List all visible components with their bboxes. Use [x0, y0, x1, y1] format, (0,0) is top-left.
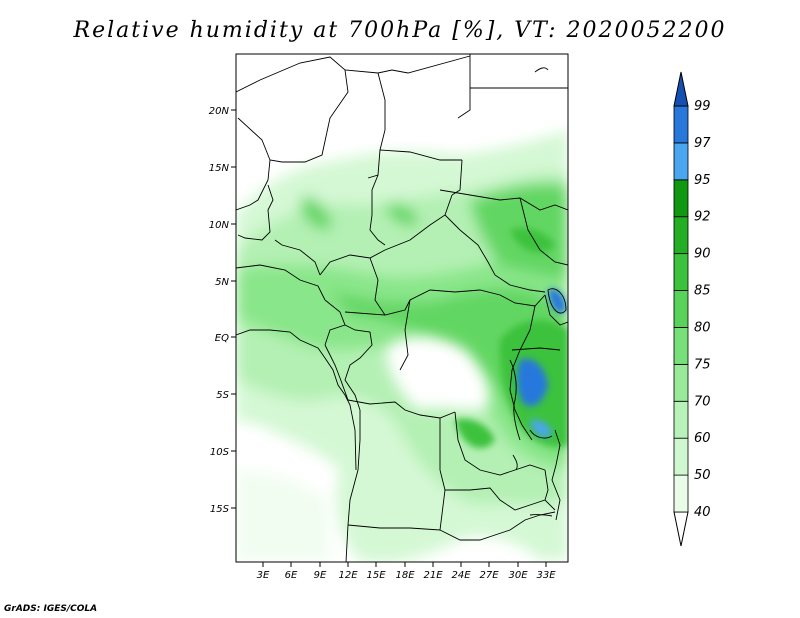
lat-tick-label: 20N [209, 106, 230, 117]
colorbar-segment [673, 474, 689, 513]
lon-tick-label: 18E [395, 570, 415, 581]
humidity-map: 3E 6E 9E 12E 15E 18E 21E 24E 27E 30E 33E… [209, 53, 711, 581]
colorbar-segment [673, 400, 689, 439]
colorbar-low-triangle [673, 511, 689, 547]
latitude-ticks [231, 109, 236, 509]
colorbar-segment [673, 437, 689, 476]
colorbar-segment [673, 179, 689, 218]
lat-tick-label: 15N [209, 163, 230, 174]
lat-tick-label: 5N [215, 277, 229, 288]
lon-tick-label: 12E [338, 570, 358, 581]
colorbar-label: 75 [694, 357, 711, 372]
lat-tick-label: 15S [210, 504, 230, 515]
colorbar-segment [673, 363, 689, 402]
map-frame [235, 53, 569, 563]
colorbar-segment [673, 142, 689, 181]
longitude-ticks [262, 562, 547, 567]
colorbar-label: 40 [694, 505, 711, 520]
colorbar-label: 50 [694, 468, 711, 483]
lon-tick-label: 33E [536, 570, 556, 581]
country-borders [236, 54, 568, 562]
colorbar-label: 92 [694, 210, 711, 225]
lon-tick-label: 27E [479, 570, 499, 581]
colorbar-segment [673, 253, 689, 291]
colorbar-segment [673, 216, 689, 255]
lon-tick-label: 3E [257, 570, 270, 581]
lat-tick-label: EQ [215, 333, 229, 344]
lon-tick-label: 9E [314, 570, 327, 581]
colorbar-label: 97 [694, 136, 711, 151]
lon-tick-label: 24E [451, 570, 471, 581]
colorbar-label: 90 [694, 247, 711, 262]
colorbar-label: 60 [694, 431, 711, 446]
colorbar-high-triangle [673, 71, 689, 107]
lat-tick-label: 5S [216, 390, 229, 401]
lon-tick-label: 6E [285, 570, 298, 581]
lon-tick-label: 21E [423, 570, 443, 581]
colorbar-segment [673, 327, 689, 365]
colorbar-label: 70 [694, 394, 711, 409]
humidity-field [236, 54, 568, 562]
colorbar: 40 50 60 70 75 80 85 90 92 95 97 99 [673, 71, 711, 547]
colorbar-label: 95 [694, 173, 711, 188]
lon-tick-label: 15E [366, 570, 386, 581]
map-title: Relative humidity at 700hPa [%], VT: 202… [73, 18, 727, 43]
lat-tick-label: 10N [209, 220, 230, 231]
colorbar-segment [673, 290, 689, 328]
lat-tick-label: 10S [210, 447, 230, 458]
colorbar-label: 99 [694, 99, 711, 114]
colorbar-label: 80 [694, 320, 711, 335]
lon-tick-label: 30E [508, 570, 528, 581]
grads-credit: GrADS: IGES/COLA [4, 604, 98, 614]
colorbar-segment [673, 105, 689, 144]
colorbar-label: 85 [694, 284, 711, 299]
